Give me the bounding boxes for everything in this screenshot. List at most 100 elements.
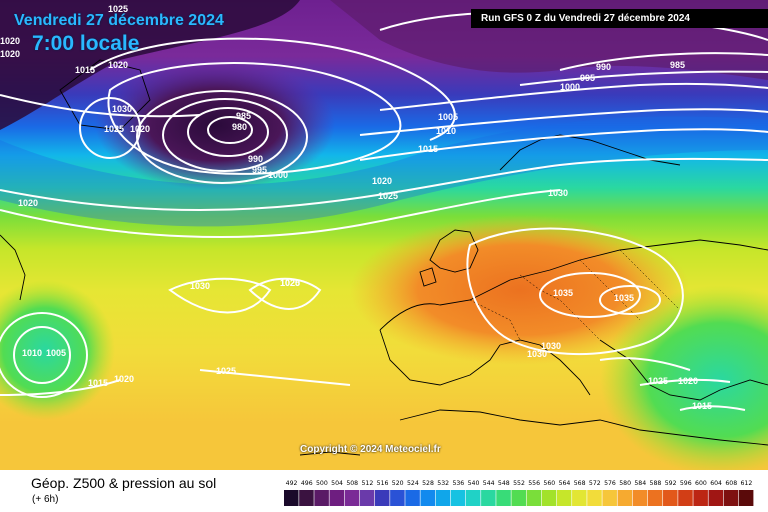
- isobar-1035-east: [599, 285, 661, 315]
- isobar-label: 1035: [614, 293, 634, 303]
- pressure-map: 1025 1020 1020 1020 1015 1020 1030 1025 …: [0, 0, 768, 470]
- scale-swatch: [374, 490, 390, 506]
- scale-tick-label: 532: [437, 480, 449, 487]
- britain-coast: [429, 229, 479, 273]
- isobar-label: 1000: [268, 170, 288, 180]
- scale-tick-label: 512: [361, 480, 373, 487]
- isobar-990-east: [559, 52, 768, 71]
- isobar-1020: [0, 157, 768, 211]
- isobar-label: 1030: [190, 281, 210, 291]
- isobar-label: 985: [236, 111, 251, 121]
- scale-tick-label: 492: [286, 480, 298, 487]
- scale-swatch: [587, 490, 602, 506]
- isobar-980: [207, 116, 253, 144]
- isobar-995: [136, 90, 308, 184]
- scandinavia-coast: [499, 134, 681, 171]
- scale-tick-label: 604: [710, 480, 722, 487]
- isobar-label: 1005: [438, 112, 458, 122]
- isobar-label: 1010: [22, 348, 42, 358]
- scale-swatch: [435, 490, 451, 506]
- scale-tick-label: 588: [650, 480, 662, 487]
- scale-tick-label: 560: [543, 480, 555, 487]
- scale-tick-label: 548: [498, 480, 510, 487]
- scale-tick-label: 592: [665, 480, 677, 487]
- scale-tick-label: 520: [392, 480, 404, 487]
- scale-swatch: [420, 490, 436, 506]
- isobar-label: 985: [670, 60, 685, 70]
- scale-swatch: [617, 490, 633, 506]
- continent-coast: [379, 239, 768, 331]
- isobar-label: 1020: [678, 376, 698, 386]
- scale-tick-label: 496: [301, 480, 313, 487]
- scale-swatch: [708, 490, 724, 506]
- jet-band: [0, 116, 768, 227]
- scale-swatch: [663, 490, 678, 506]
- isobar-1005-east: [379, 82, 768, 111]
- scale-swatch: [572, 490, 587, 506]
- scale-swatch: [678, 490, 693, 506]
- isobar-1015-atlantic: [0, 312, 88, 398]
- isobar-label: 1025: [378, 191, 398, 201]
- scale-swatch: [556, 490, 572, 506]
- scale-tick-label: 500: [316, 480, 328, 487]
- isobar-label-group: 1025 1020 1020 1020 1015 1020 1030 1025 …: [0, 4, 712, 411]
- isobar-label: 1030: [527, 349, 547, 359]
- isobar-label: 1000: [560, 82, 580, 92]
- isobar-label: 1025: [104, 124, 124, 134]
- isobar-1015-east: [679, 405, 746, 411]
- isobar-label: 980: [232, 122, 247, 132]
- borders: [469, 249, 681, 341]
- isobar-label: 1020: [280, 278, 300, 288]
- scale-swatch: [450, 490, 466, 506]
- scale-tick-label: 524: [407, 480, 419, 487]
- scale-tick-label: 552: [513, 480, 525, 487]
- scale-tick-label: 544: [483, 480, 495, 487]
- scale-swatch: [511, 490, 526, 506]
- isobar-label: 1020: [108, 60, 128, 70]
- isobar-label: 990: [248, 154, 263, 164]
- color-scale: 492 496 500 504 508 512 516 520 524 528 532 536 540 5…: [284, 480, 754, 506]
- isobar-label: 1020: [0, 49, 20, 59]
- isobar-1025-central: [248, 277, 322, 310]
- isobar-label: 1020: [114, 374, 134, 384]
- isobar-label: 990: [596, 62, 611, 72]
- isobar-label: 1025: [216, 366, 236, 376]
- isobar-label: 1030: [541, 341, 561, 351]
- scale-tick-label: 504: [331, 480, 343, 487]
- isobar-1025-south: [199, 369, 351, 386]
- scale-swatch: [496, 490, 511, 506]
- africa-coast: [399, 409, 768, 446]
- isobar-label: 1005: [46, 348, 66, 358]
- scale-swatch: [329, 490, 345, 506]
- isobar-1010: [359, 108, 768, 136]
- isobar-label: 1025: [648, 376, 668, 386]
- newfoundland-coast: [0, 234, 26, 301]
- scale-swatch: [344, 490, 360, 506]
- scale-swatch: [481, 490, 496, 506]
- scale-tick-label: 556: [528, 480, 540, 487]
- scale-tick-label: 528: [422, 480, 434, 487]
- isobar-1030-greenland: [79, 97, 141, 159]
- isobar-1025: [0, 189, 561, 238]
- isobar-990: [162, 98, 288, 172]
- france-border: [469, 299, 521, 341]
- balkans-coast: [599, 339, 768, 401]
- arctic-core: [0, 0, 300, 130]
- isobar-1015-west: [0, 94, 201, 118]
- isobar-label: 1015: [692, 401, 712, 411]
- scale-swatch: [405, 490, 420, 506]
- isobar-label: 1030: [548, 188, 568, 198]
- isobar-label: 1020: [0, 36, 20, 46]
- isobar-label: 1020: [372, 176, 392, 186]
- scale-tick-label: 596: [680, 480, 692, 487]
- ireland-coast: [419, 267, 437, 287]
- forecast-date: Vendredi 27 décembre 2024: [14, 12, 224, 29]
- scale-swatch: [314, 490, 329, 506]
- scale-swatch: [723, 490, 739, 506]
- eastern-trough: [600, 285, 768, 470]
- scale-swatch: [738, 490, 754, 506]
- islands-coast: [299, 451, 361, 456]
- scale-swatch: [693, 490, 708, 506]
- scale-tick-label: 612: [741, 480, 753, 487]
